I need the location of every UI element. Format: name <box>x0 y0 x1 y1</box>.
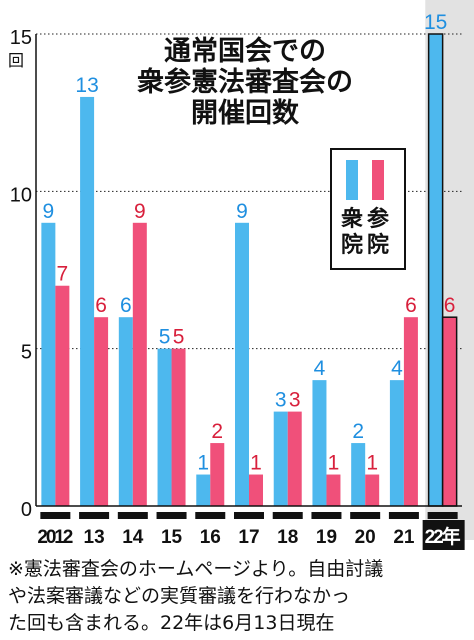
x-tick-label: 22年 <box>425 525 461 548</box>
bar-shuin-17 <box>235 222 249 507</box>
x-tick-label: 13 <box>84 527 105 548</box>
value-label: 6 <box>405 294 417 317</box>
x-tick-label: 20 <box>355 527 376 548</box>
x-tick-label: 19 <box>316 527 337 548</box>
value-label: 1 <box>250 452 262 475</box>
y-unit-label: 回 <box>8 53 24 70</box>
value-label: 4 <box>391 357 403 380</box>
y-tick-label: 15 <box>10 27 32 49</box>
category-marker <box>427 512 458 519</box>
value-label: 1 <box>197 452 209 475</box>
bar-sanin-21 <box>403 317 418 506</box>
y-tick-label: 0 <box>21 499 32 521</box>
bar-sanin-2012 <box>55 285 70 506</box>
category-marker <box>234 512 264 519</box>
bar-sanin-18 <box>287 411 302 506</box>
bar-shuin-22年 <box>427 33 444 507</box>
bar-shuin-16 <box>196 474 211 506</box>
x-tick-label: 14 <box>122 527 144 548</box>
chart-title-line-3: 開催回数 <box>191 98 299 129</box>
value-label: 2 <box>352 420 364 443</box>
value-label: 6 <box>95 294 107 317</box>
value-label: 7 <box>57 263 69 286</box>
category-marker <box>79 512 110 519</box>
bar-shuin-2012 <box>41 222 56 507</box>
category-marker <box>350 512 381 519</box>
x-tick-label: 18 <box>277 527 298 548</box>
bar-shuin-18 <box>273 411 288 506</box>
bar-shuin-15 <box>157 348 172 506</box>
bar-sanin-20 <box>365 474 380 506</box>
x-tick-label: 15 <box>161 527 183 548</box>
chart-title-line-2: 衆参憲法審査会の <box>137 67 353 98</box>
bar-shuin-21 <box>389 380 404 506</box>
value-label: 3 <box>289 389 301 412</box>
bar-shuin-20 <box>351 443 366 506</box>
value-label: 1 <box>328 452 340 475</box>
bar-sanin-13 <box>94 317 109 506</box>
bar-sanin-14 <box>132 222 147 507</box>
value-label: 2 <box>211 420 223 443</box>
current-year-label-box <box>422 520 465 550</box>
category-marker <box>311 512 342 519</box>
source-note-line-3: た回も含まれる。22年は6月13日現在 <box>8 612 335 634</box>
bar-sanin-22年 <box>441 316 458 507</box>
category-marker <box>40 512 71 519</box>
category-marker <box>156 512 187 519</box>
category-marker <box>117 512 148 519</box>
source-note-line-1: ※憲法審査会のホームページより。自由討議 <box>8 558 384 580</box>
bar-sanin-16 <box>210 443 225 506</box>
bar-shuin-14 <box>118 317 133 506</box>
x-tick-label: 17 <box>238 527 259 548</box>
bar-shuin-13 <box>80 96 95 506</box>
category-marker <box>195 512 226 519</box>
value-label: 15 <box>424 11 447 34</box>
value-label: 6 <box>444 294 456 317</box>
legend-label: 参 <box>367 206 389 231</box>
chart-title-line-1: 通常国会での <box>164 36 326 67</box>
x-tick-label: 21 <box>393 527 415 548</box>
legend-label: 院 <box>367 232 389 257</box>
source-note-line-2: や法案審議などの実質審議を行わなかっ <box>8 585 351 607</box>
value-label: 3 <box>275 389 287 412</box>
value-label: 9 <box>236 200 248 223</box>
legend: 衆院参院 <box>330 148 406 270</box>
value-label: 13 <box>75 74 98 97</box>
chart-title: 通常国会での 衆参憲法審査会の 開催回数 <box>120 36 370 129</box>
bar-sanin-15 <box>171 348 186 506</box>
source-note: ※憲法審査会のホームページより。自由討議 や法案審議などの実質審議を行わなかっ … <box>8 556 470 637</box>
category-marker <box>272 512 303 519</box>
value-label: 9 <box>134 200 146 223</box>
legend-swatch <box>346 160 358 200</box>
legend-label: 衆 <box>341 206 363 231</box>
x-tick-label: 2012 <box>37 527 73 548</box>
value-label: 6 <box>120 294 132 317</box>
value-label: 5 <box>173 326 185 349</box>
value-label: 1 <box>366 452 378 475</box>
value-label: 5 <box>159 326 171 349</box>
y-tick-label: 5 <box>21 342 32 364</box>
value-label: 9 <box>43 200 55 223</box>
legend-swatch <box>372 160 384 200</box>
legend-label: 院 <box>341 232 363 257</box>
bar-sanin-17 <box>249 474 263 506</box>
value-label: 4 <box>314 357 326 380</box>
x-tick-label: 16 <box>200 527 221 548</box>
bar-shuin-19 <box>312 380 327 506</box>
y-tick-label: 10 <box>10 184 32 206</box>
category-marker <box>388 512 419 519</box>
bar-sanin-19 <box>326 474 341 506</box>
